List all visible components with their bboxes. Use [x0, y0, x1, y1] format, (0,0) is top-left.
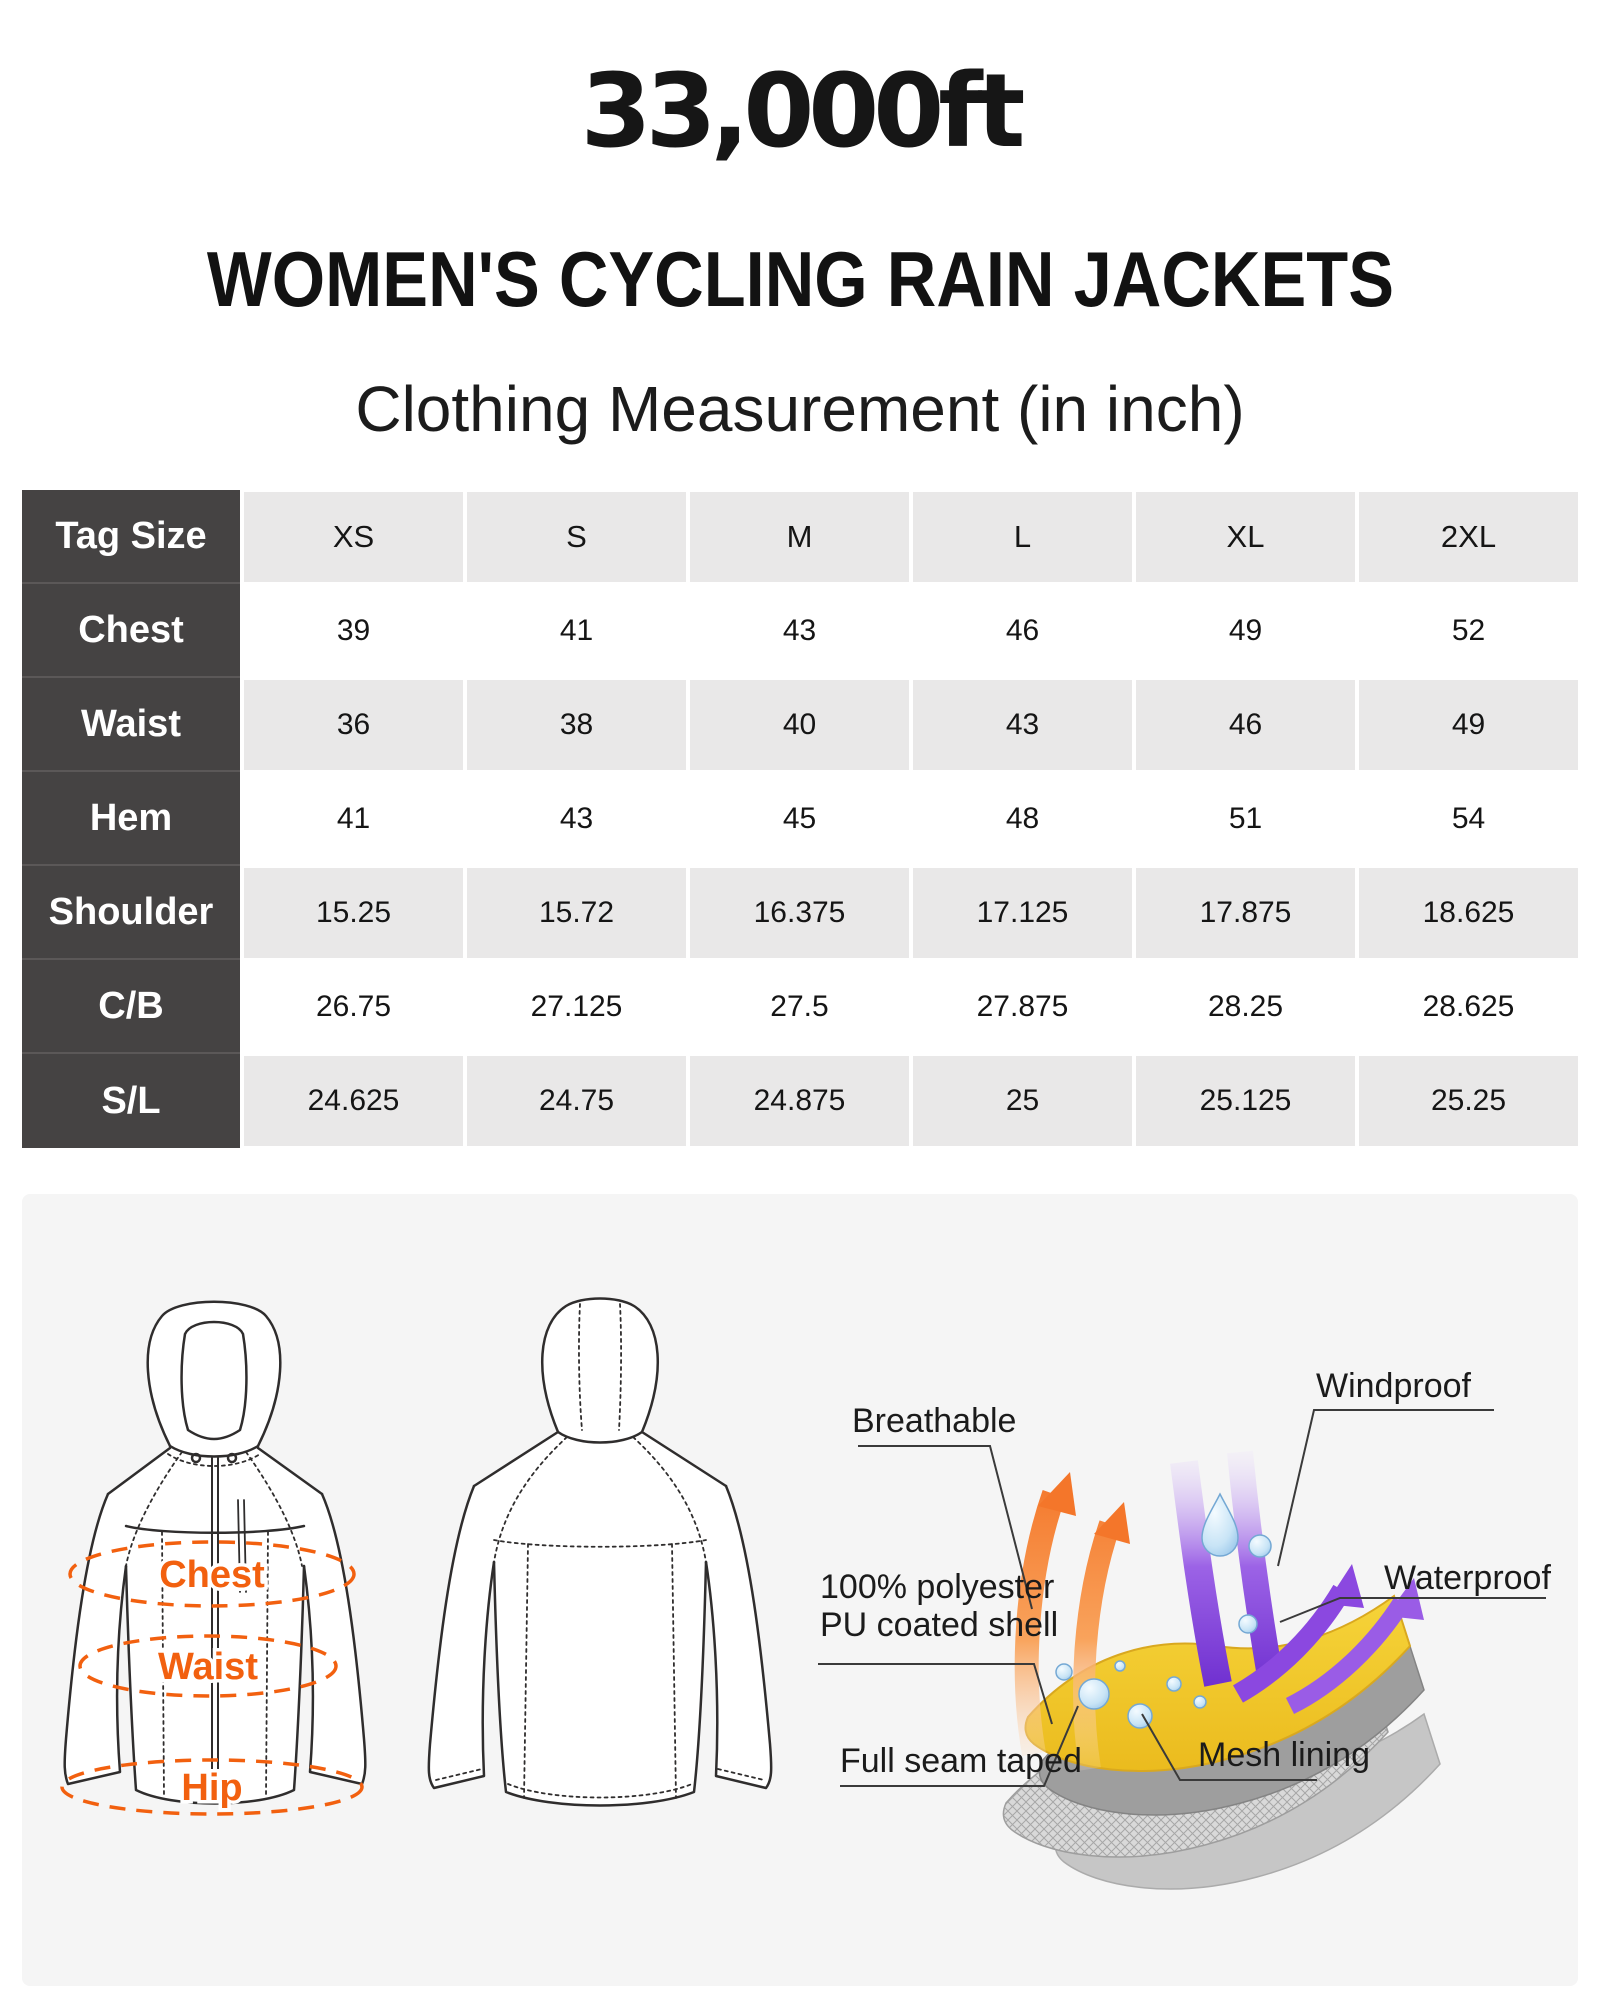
brand-logo: 33,000ft	[580, 52, 1026, 171]
size-table: Tag Size XS S M L XL 2XL Chest 39 41 43 …	[22, 490, 1578, 1148]
cell: 41	[244, 774, 463, 864]
cell: 26.75	[244, 962, 463, 1052]
cell: 46	[913, 586, 1132, 676]
cell: 43	[467, 774, 686, 864]
shell-label-line2: PU coated shell	[820, 1606, 1058, 1644]
page-title: WOMEN'S CYCLING RAIN JACKETS	[206, 235, 1394, 323]
cell: 48	[913, 774, 1132, 864]
table-row: C/B 26.75 27.125 27.5 27.875 28.25 28.62…	[22, 960, 1578, 1054]
table-row: Shoulder 15.25 15.72 16.375 17.125 17.87…	[22, 866, 1578, 960]
cell: 16.375	[690, 868, 909, 958]
cell: 15.72	[467, 868, 686, 958]
hip-measure-label: Hip	[181, 1767, 242, 1809]
row-header: Shoulder	[22, 866, 240, 960]
cell: 24.75	[467, 1056, 686, 1146]
label-leader-lines	[818, 1409, 1546, 1787]
cell: 27.5	[690, 962, 909, 1052]
size-col-header: S	[467, 492, 686, 582]
jacket-diagram: Chest Waist Hip	[60, 1297, 1551, 1890]
cell: 27.875	[913, 962, 1132, 1052]
table-row: S/L 24.625 24.75 24.875 25 25.125 25.25	[22, 1054, 1578, 1148]
breathable-arrows-icon	[1014, 1472, 1130, 1771]
row-header: Chest	[22, 584, 240, 678]
table-row: Chest 39 41 43 46 49 52	[22, 584, 1578, 678]
cell: 52	[1359, 586, 1578, 676]
cell: 41	[467, 586, 686, 676]
cell: 43	[913, 680, 1132, 770]
cell: 18.625	[1359, 868, 1578, 958]
row-header: S/L	[22, 1054, 240, 1148]
cell: 36	[244, 680, 463, 770]
cell: 17.875	[1136, 868, 1355, 958]
waist-measure-label: Waist	[158, 1646, 258, 1688]
cell: 40	[690, 680, 909, 770]
cell: 46	[1136, 680, 1355, 770]
cell: 17.125	[913, 868, 1132, 958]
cell: 49	[1359, 680, 1578, 770]
cell: 51	[1136, 774, 1355, 864]
row-header: Hem	[22, 772, 240, 866]
cell: 38	[467, 680, 686, 770]
cell: 43	[690, 586, 909, 676]
table-row: Hem 41 43 45 48 51 54	[22, 772, 1578, 866]
cell: 25.25	[1359, 1056, 1578, 1146]
cell: 24.625	[244, 1056, 463, 1146]
shell-label-line1: 100% polyester	[820, 1568, 1054, 1606]
page-subtitle: Clothing Measurement (in inch)	[355, 373, 1245, 445]
cell: 39	[244, 586, 463, 676]
back-jacket-drawing	[427, 1297, 773, 1807]
front-jacket-drawing	[63, 1300, 367, 1805]
size-col-header: L	[913, 492, 1132, 582]
cell: 54	[1359, 774, 1578, 864]
table-header-row: Tag Size XS S M L XL 2XL	[22, 490, 1578, 584]
cell: 27.125	[467, 962, 686, 1052]
row-header: C/B	[22, 960, 240, 1054]
measurement-guides	[60, 1540, 364, 1816]
row-header: Waist	[22, 678, 240, 772]
mesh-label: Mesh lining	[1198, 1736, 1370, 1774]
size-col-header: XS	[244, 492, 463, 582]
chest-measure-label: Chest	[159, 1554, 265, 1596]
seam-label: Full seam taped	[840, 1742, 1082, 1780]
size-col-header: XL	[1136, 492, 1355, 582]
waterproof-label: Waterproof	[1384, 1559, 1551, 1597]
cell: 25.125	[1136, 1056, 1355, 1146]
windproof-label: Windproof	[1316, 1367, 1472, 1405]
size-col-header: M	[690, 492, 909, 582]
cell: 15.25	[244, 868, 463, 958]
cell: 24.875	[690, 1056, 909, 1146]
corner-header: Tag Size	[22, 490, 240, 584]
cell: 28.25	[1136, 962, 1355, 1052]
illustration-panel: Chest Waist Hip	[22, 1194, 1578, 1986]
cell: 25	[913, 1056, 1132, 1146]
cell: 28.625	[1359, 962, 1578, 1052]
breathable-label: Breathable	[852, 1402, 1016, 1440]
size-col-header: 2XL	[1359, 492, 1578, 582]
cell: 49	[1136, 586, 1355, 676]
table-row: Waist 36 38 40 43 46 49	[22, 678, 1578, 772]
cell: 45	[690, 774, 909, 864]
